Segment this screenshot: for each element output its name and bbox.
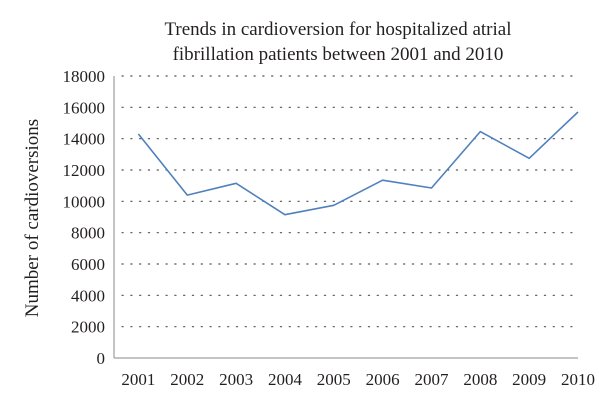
y-tick-label: 10000 xyxy=(63,192,106,211)
gridlines xyxy=(121,75,579,328)
series-group xyxy=(137,111,579,216)
y-tick-label: 6000 xyxy=(71,255,105,274)
y-tick-label: 4000 xyxy=(71,286,105,305)
chart-title: Trends in cardioversion for hospitalized… xyxy=(164,19,511,65)
x-tick-label: 2001 xyxy=(121,370,155,389)
series-line xyxy=(137,111,579,216)
y-tick-label: 16000 xyxy=(63,98,106,117)
y-tick-label: 0 xyxy=(97,349,106,368)
chart-title-line-1: Trends in cardioversion for hospitalized… xyxy=(164,19,511,40)
y-axis-ticks: 0 2000 4000 6000 8000 10000 12000 14000 16000 180… xyxy=(63,67,106,368)
y-tick-label: 14000 xyxy=(63,130,106,149)
x-tick-label: 2002 xyxy=(170,370,204,389)
y-axis-title: Number of cardioversions xyxy=(22,119,43,317)
x-tick-label: 2009 xyxy=(512,370,546,389)
x-tick-label: 2010 xyxy=(561,370,595,389)
y-tick-label: 12000 xyxy=(63,161,106,180)
x-tick-label: 2003 xyxy=(219,370,253,389)
chart-title-line-2: fibrillation patients between 2001 and 2… xyxy=(173,44,504,65)
x-tick-label: 2005 xyxy=(317,370,351,389)
y-tick-label: 2000 xyxy=(71,318,105,337)
x-tick-label: 2007 xyxy=(414,370,449,389)
y-tick-label: 8000 xyxy=(71,224,105,243)
x-tick-label: 2004 xyxy=(268,370,303,389)
x-tick-label: 2006 xyxy=(366,370,400,389)
y-tick-label: 18000 xyxy=(63,67,106,86)
x-tick-label: 2008 xyxy=(463,370,497,389)
x-axis-ticks: 2001 2002 2003 2004 2005 2006 2007 2008 2009 2010 xyxy=(121,370,595,389)
